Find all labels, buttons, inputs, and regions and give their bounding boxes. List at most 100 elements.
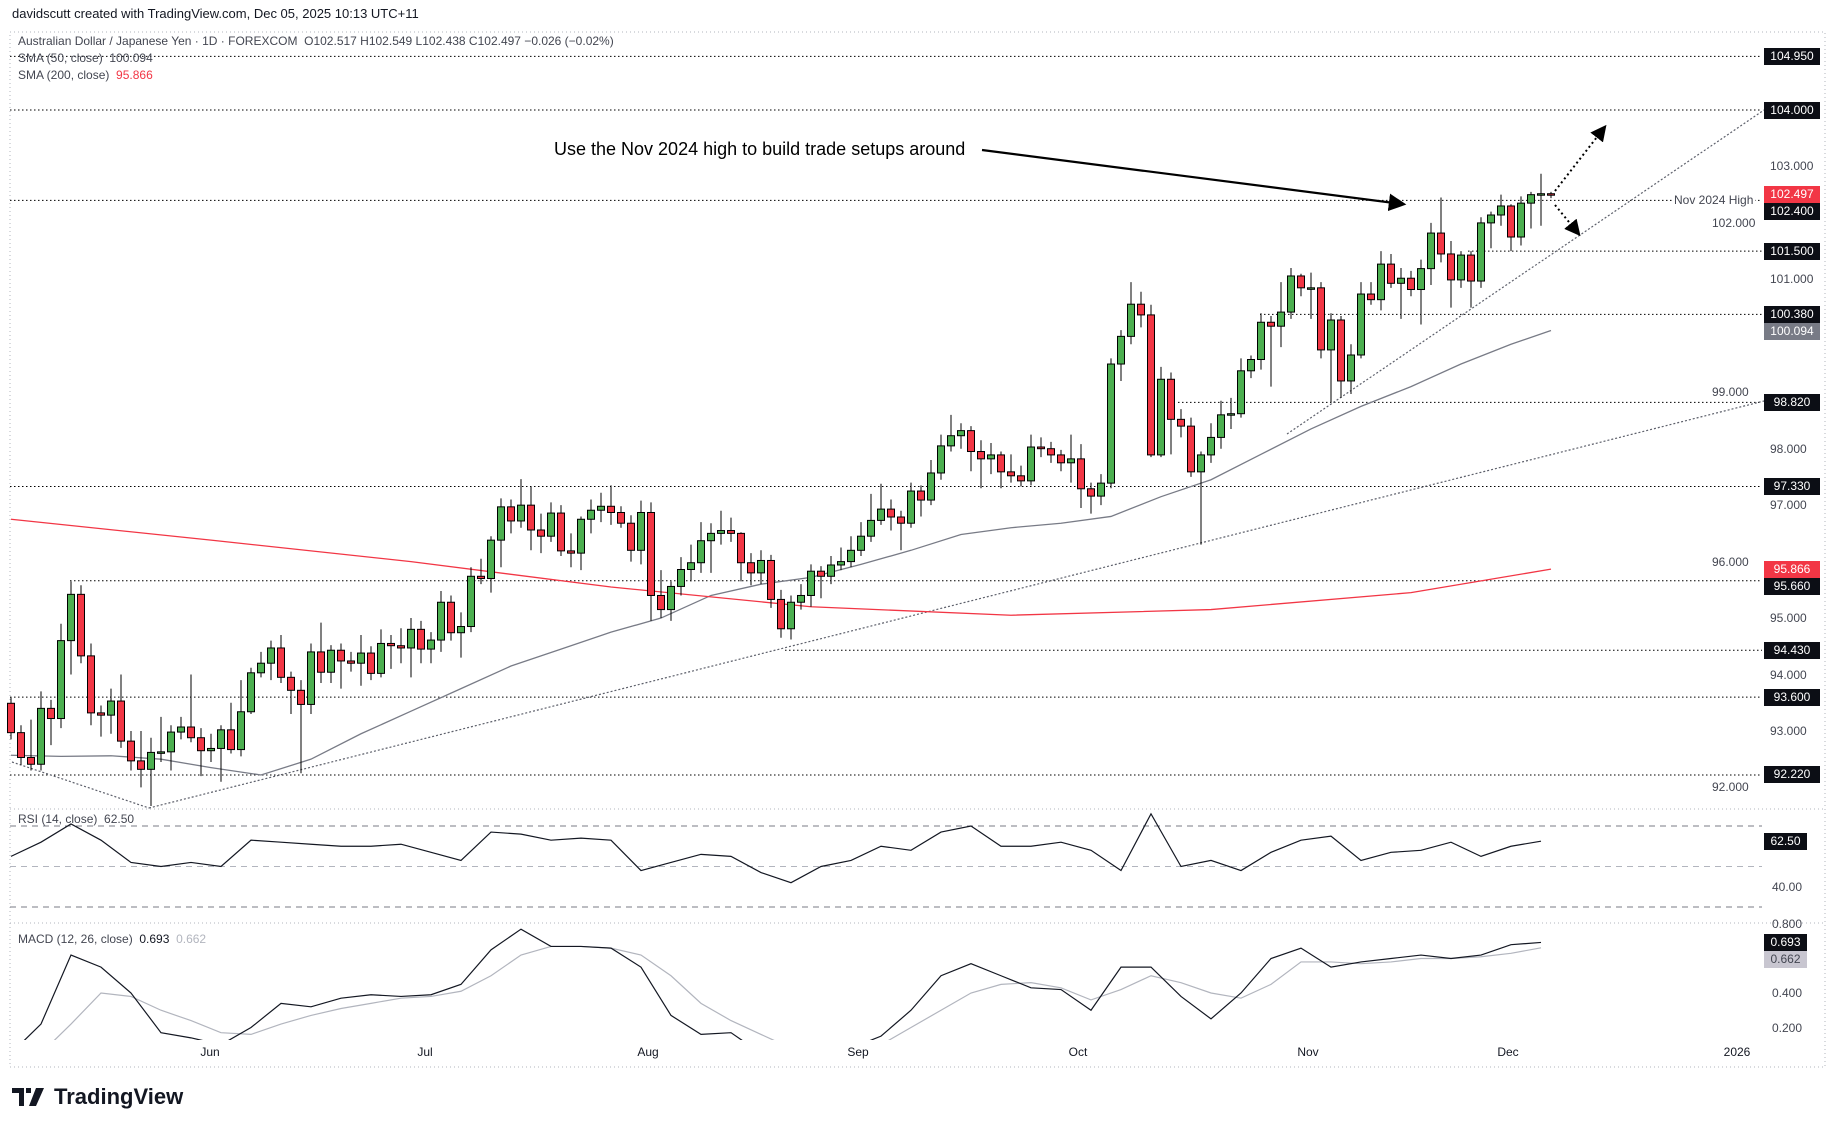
- candle-body: [927, 472, 935, 501]
- sma50-legend[interactable]: SMA (50, close) 100.094: [18, 51, 153, 65]
- candle: [707, 523, 715, 573]
- candle-body: [177, 726, 185, 733]
- candle: [137, 730, 145, 788]
- candle-body: [1197, 454, 1205, 473]
- candle: [357, 634, 365, 686]
- candle-body: [1347, 354, 1355, 382]
- candle-body: [1517, 202, 1525, 238]
- candle-body: [1497, 205, 1505, 216]
- candle: [1517, 196, 1525, 246]
- candle-body: [477, 575, 485, 580]
- candle: [1147, 304, 1155, 458]
- candle: [527, 486, 535, 551]
- level-tag: 98.820: [1764, 393, 1820, 411]
- candle: [1277, 282, 1285, 348]
- candle: [407, 618, 415, 678]
- candle: [57, 623, 65, 729]
- sma200-value: 95.866: [116, 68, 153, 82]
- candle-body: [947, 435, 955, 447]
- candle-body: [1357, 293, 1365, 356]
- candle: [1337, 316, 1345, 398]
- rsi-legend[interactable]: RSI (14, close) 62.50: [18, 812, 134, 826]
- candle: [467, 567, 475, 633]
- time-axis-label: Nov: [1297, 1045, 1319, 1059]
- candle-body: [117, 700, 125, 742]
- candle: [1377, 251, 1385, 311]
- candle-body: [957, 430, 965, 437]
- candle-body: [1457, 254, 1465, 281]
- candle: [337, 643, 345, 689]
- sma200-legend[interactable]: SMA (200, close) 95.866: [18, 68, 153, 82]
- macd-legend[interactable]: MACD (12, 26, close) 0.693 0.662: [18, 932, 206, 946]
- candle-body: [657, 594, 665, 611]
- macd-axis-label: 0.200: [1772, 1020, 1803, 1035]
- candle: [237, 680, 245, 757]
- candle-body: [387, 642, 395, 647]
- candle-body: [997, 454, 1005, 473]
- candle-body: [1387, 263, 1395, 284]
- candle-body: [1367, 293, 1375, 301]
- candle-body: [37, 707, 45, 765]
- level-tag: 102.400: [1764, 203, 1820, 221]
- signal-tag: 0.662: [1764, 950, 1807, 968]
- candle-body: [1157, 378, 1165, 456]
- candle-body: [367, 652, 375, 674]
- candle: [1437, 197, 1445, 263]
- rsi-axis-label: 40.00: [1772, 879, 1803, 894]
- candle-body: [467, 575, 475, 628]
- candle: [717, 510, 725, 545]
- level-tag: 104.950: [1764, 47, 1820, 65]
- candle-body: [537, 529, 545, 537]
- candle: [387, 634, 395, 669]
- candle: [747, 553, 755, 586]
- sma50-label: SMA (50, close): [18, 51, 103, 65]
- candle: [1287, 268, 1295, 319]
- candle: [917, 485, 925, 517]
- candle: [1017, 465, 1025, 487]
- candle: [17, 725, 25, 765]
- candle-body: [1087, 488, 1095, 497]
- candle: [607, 485, 615, 525]
- level-tag: 92.220: [1764, 766, 1820, 784]
- candle: [1267, 316, 1275, 387]
- candle-body: [147, 751, 155, 770]
- candle-body: [297, 689, 305, 705]
- annotation-text[interactable]: Use the Nov 2024 high to build trade set…: [554, 139, 966, 159]
- candle: [1207, 423, 1215, 463]
- tradingview-logo[interactable]: TradingView: [12, 1084, 183, 1110]
- candle-body: [597, 505, 605, 511]
- candle-body: [667, 585, 675, 611]
- candle: [87, 643, 95, 726]
- candle-body: [257, 662, 265, 674]
- level-tag: 104.000: [1764, 101, 1820, 119]
- candle-body: [737, 532, 745, 564]
- drawings: [11, 109, 1765, 809]
- candle-body: [157, 751, 165, 754]
- candle-body: [287, 676, 295, 691]
- macd-pane: [23, 928, 1542, 1040]
- candle: [887, 499, 895, 531]
- candle: [67, 581, 75, 675]
- price-axis-label: 97.000: [1770, 498, 1807, 513]
- symbol-legend[interactable]: Australian Dollar / Japanese Yen · 1D · …: [18, 34, 614, 48]
- time-axis-label: Dec: [1497, 1045, 1519, 1059]
- candle: [1257, 313, 1265, 370]
- candle: [367, 646, 375, 681]
- candle: [807, 564, 815, 607]
- candle: [927, 459, 935, 506]
- candle-body: [457, 626, 465, 634]
- candle: [167, 725, 175, 771]
- candle-body: [1067, 458, 1075, 464]
- candle: [787, 595, 795, 640]
- level-tag: 97.330: [1764, 478, 1820, 496]
- candle-body: [17, 732, 25, 758]
- candle: [737, 532, 745, 582]
- candle-body: [127, 740, 135, 762]
- candle-body: [747, 562, 755, 574]
- candle: [1467, 251, 1475, 308]
- price-axis-label: 92.000: [1712, 780, 1749, 795]
- candle-body: [67, 593, 75, 642]
- sma50-line: [10, 329, 1552, 776]
- horizontal-levels: [10, 55, 1762, 776]
